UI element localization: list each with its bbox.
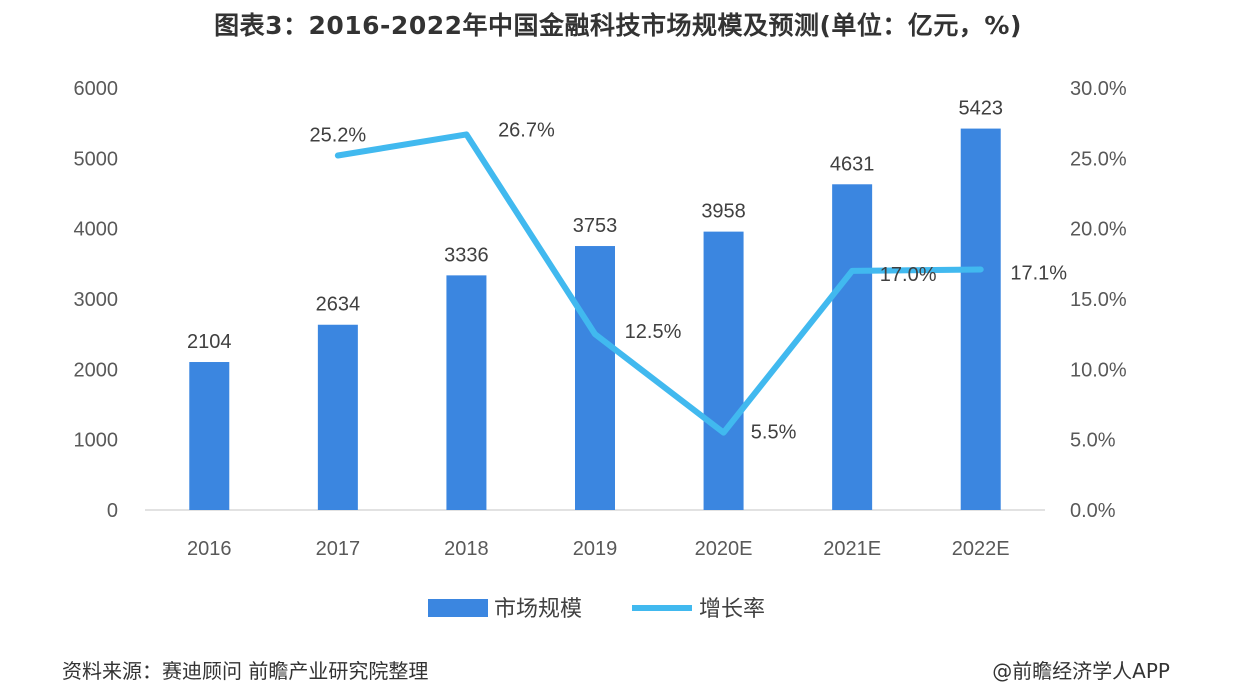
left-axis-tick-label: 6000 [74,78,119,100]
line-value-label: 5.5% [751,422,797,444]
right-axis-tick-label: 25.0% [1070,148,1127,170]
x-axis-ticks: 2016 2017 2018 2019 2020E 2021E 2022E [187,538,1010,560]
bar-value-label: 5423 [958,98,1003,120]
bar-value-label: 3753 [573,215,618,237]
line-value-label: 12.5% [625,321,682,343]
chart-title: 图表3：2016-2022年中国金融科技市场规模及预测(单位：亿元，%) [214,11,1022,40]
source-note: 资料来源：赛迪顾问 前瞻产业研究院整理 [62,659,429,683]
right-axis-tick-label: 30.0% [1070,78,1127,100]
legend-bar-label: 市场规模 [494,597,582,622]
bar [960,128,1001,510]
left-axis-tick-label: 2000 [74,359,119,381]
line-data-labels: 25.2% 26.7% 12.5% 5.5% 17.0% 17.1% [309,119,1067,443]
credit-note: @前瞻经济学人APP [992,659,1170,683]
right-axis-tick-label: 20.0% [1070,219,1127,241]
x-axis-tick-label: 2018 [444,538,489,560]
right-axis-tick-label: 15.0% [1070,289,1127,311]
growth-rate-line [334,131,984,436]
x-axis-tick-label: 2020E [695,538,753,560]
legend-line-label: 增长率 [699,597,765,622]
bar [575,246,615,510]
bar-value-label: 2104 [187,331,232,353]
line-value-label: 17.0% [880,264,937,286]
x-axis-tick-label: 2019 [573,538,618,560]
left-axis-tick-label: 5000 [74,148,119,170]
right-axis-tick-label: 10.0% [1070,359,1127,381]
left-axis-ticks: 0 1000 2000 3000 4000 5000 6000 [74,78,119,522]
line-series [334,131,984,436]
bar [317,324,358,510]
left-axis-tick-label: 0 [107,500,118,522]
bar-value-label: 3958 [701,201,746,223]
left-axis-tick-label: 1000 [74,430,119,452]
left-axis-tick-label: 3000 [74,289,119,311]
right-axis-tick-label: 0.0% [1070,500,1116,522]
line-value-label: 26.7% [498,119,555,141]
bar-value-label: 4631 [830,153,875,175]
x-axis-tick-label: 2017 [316,538,361,560]
x-axis-tick-label: 2022E [952,538,1010,560]
bar-data-labels: 2104 2634 3336 3753 3958 4631 5423 [187,98,1003,353]
bar [703,231,744,510]
bar [832,184,873,511]
legend-bar-swatch [428,599,488,617]
line-value-label: 17.1% [1010,262,1067,284]
x-axis-tick-label: 2016 [187,538,232,560]
bar-value-label: 3336 [444,244,489,266]
legend: 市场规模 增长率 [428,597,765,622]
bar [189,362,230,510]
x-axis-tick-label: 2021E [823,538,881,560]
right-axis-ticks: 0.0% 5.0% 10.0% 15.0% 20.0% 25.0% 30.0% [1070,78,1127,522]
line-value-label: 25.2% [309,125,366,147]
bar-value-label: 2634 [316,294,361,316]
bar [446,275,487,510]
left-axis-tick-label: 4000 [74,219,119,241]
right-axis-tick-label: 5.0% [1070,430,1116,452]
bar-series [189,128,1001,511]
